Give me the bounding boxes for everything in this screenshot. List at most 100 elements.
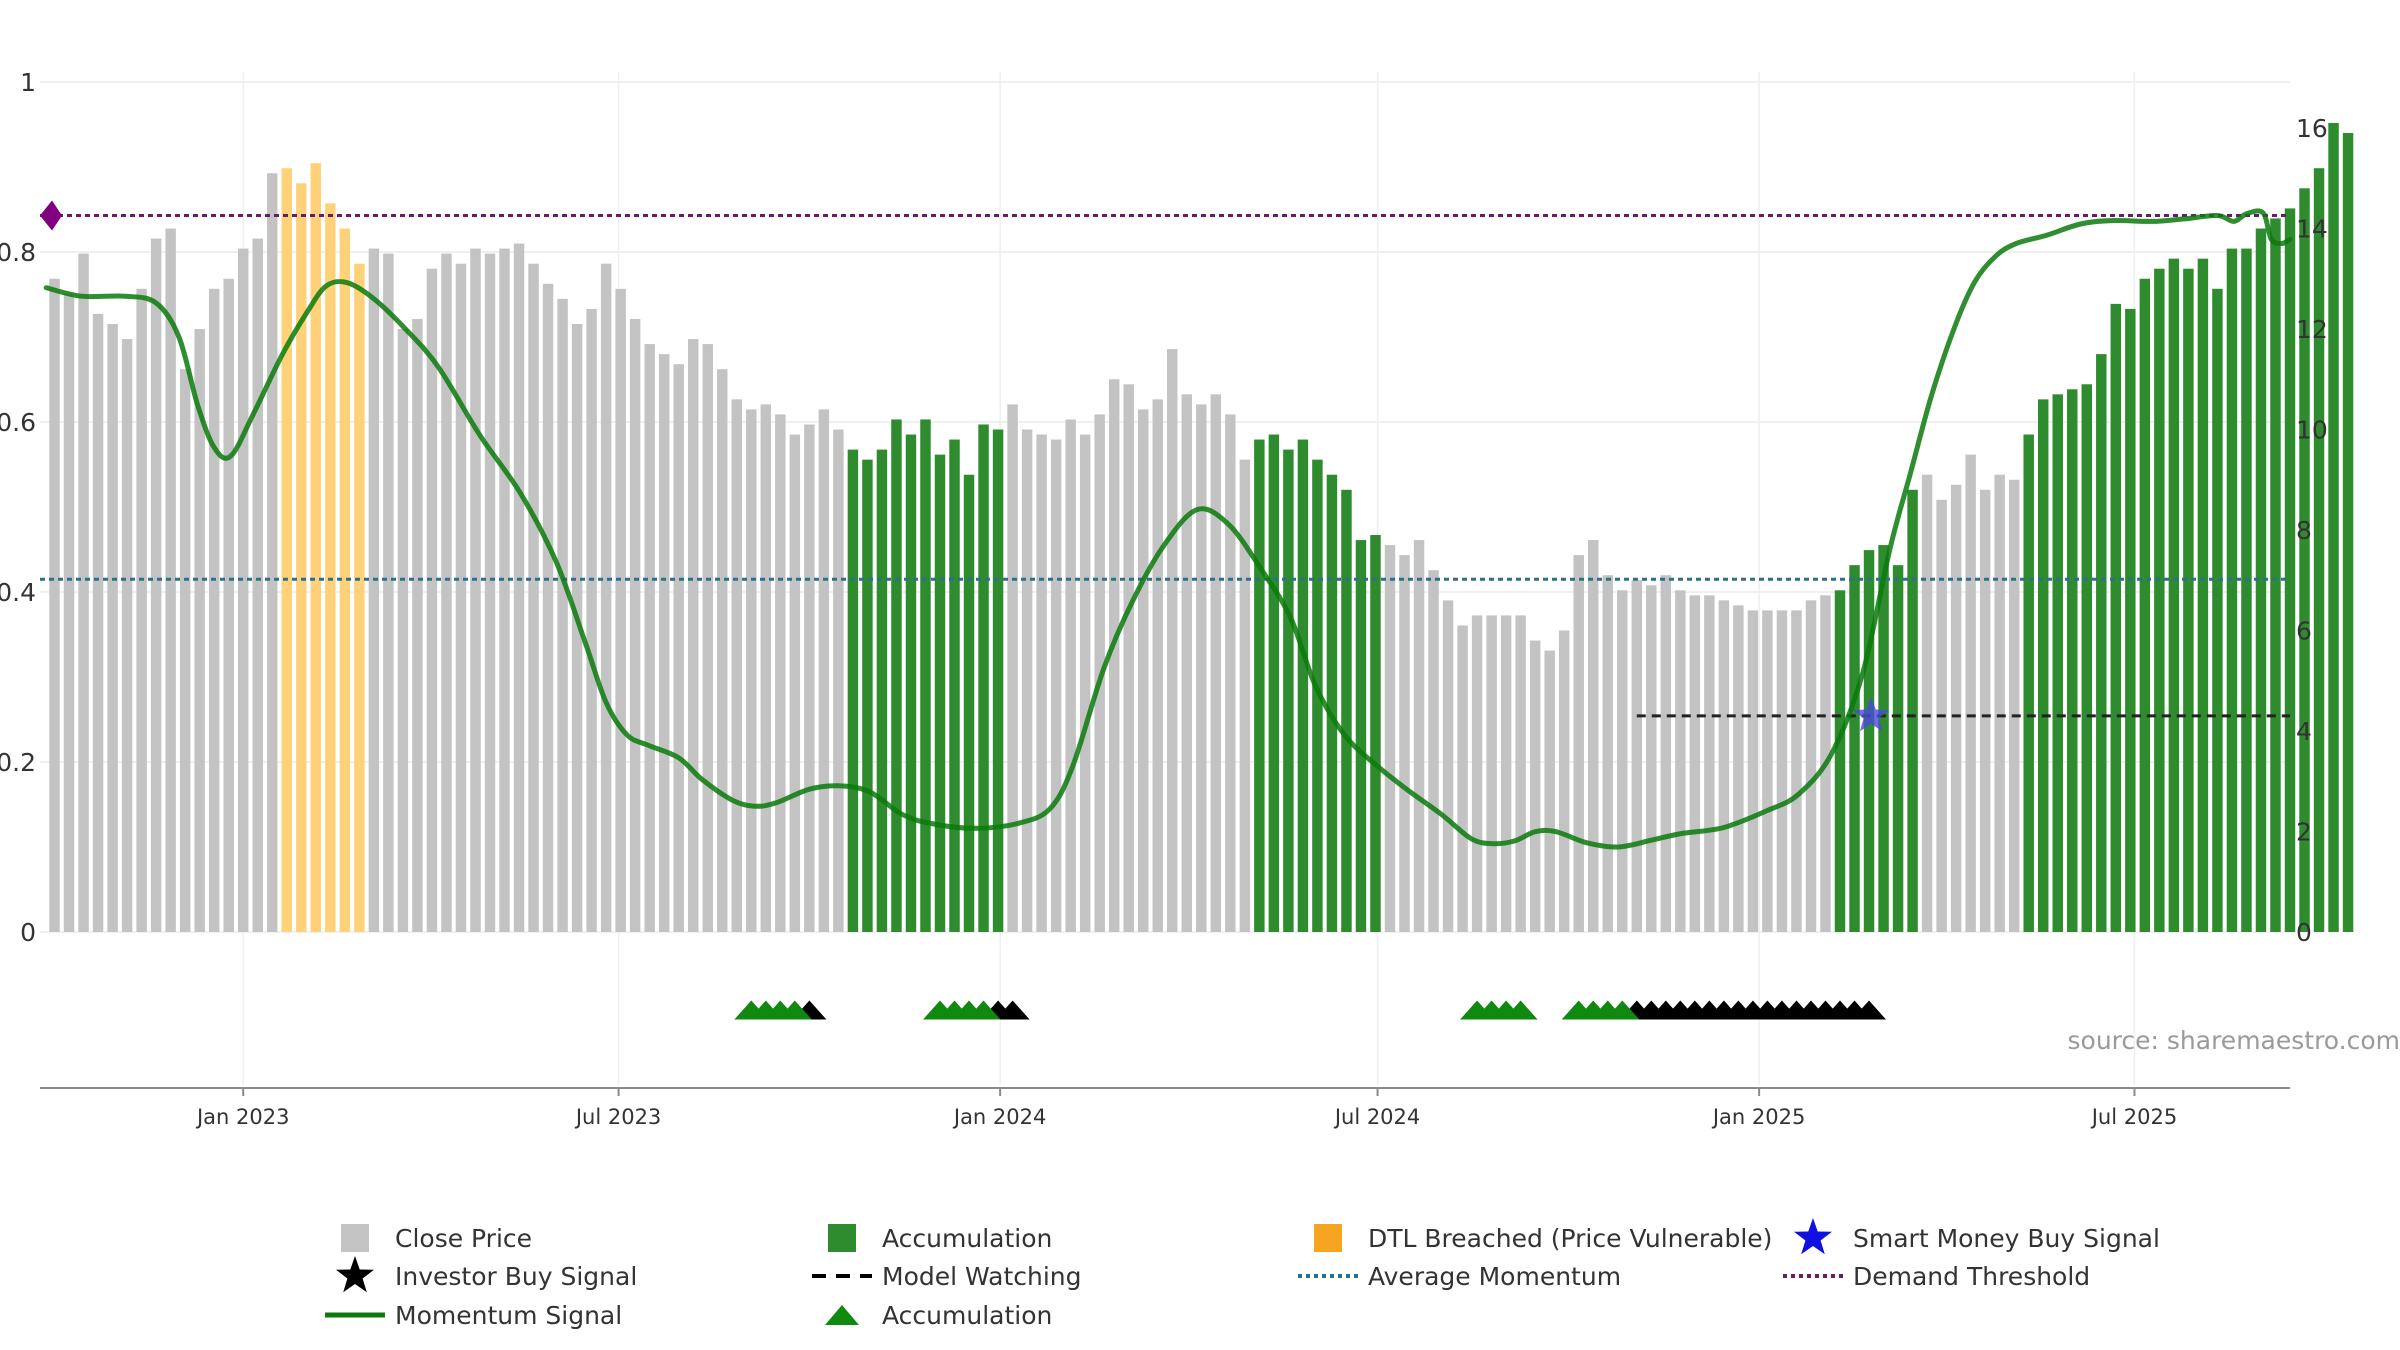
close-price-bar	[107, 323, 118, 933]
investor-buy-triangle	[995, 1000, 1030, 1020]
close-price-bar	[513, 243, 525, 932]
accumulation-bar	[1849, 565, 1860, 932]
dtl-bar	[296, 183, 307, 932]
y-right-tick-label: 10	[2296, 416, 2328, 445]
accumulation-bar	[2328, 122, 2339, 933]
legend-item: Smart Money Buy Signal	[1794, 1218, 2160, 1255]
legend-item: Average Momentum	[1298, 1262, 1621, 1291]
legend-item: Demand Threshold	[1783, 1262, 2090, 1291]
accumulation-bar	[1326, 474, 1338, 932]
close-price-bar	[1036, 434, 1047, 932]
close-price-bar	[1675, 590, 1686, 932]
close-price-bar	[383, 253, 394, 932]
close-price-bar	[1573, 555, 1584, 932]
x-tick-label: Jan 2025	[1711, 1105, 1806, 1129]
dtl-bar	[339, 228, 351, 932]
accumulation-bar	[1312, 459, 1323, 932]
accumulation-bar	[920, 419, 931, 932]
legend-label: DTL Breached (Price Vulnerable)	[1368, 1224, 1772, 1253]
accumulation-bar	[891, 419, 902, 932]
close-price-bar	[702, 344, 713, 932]
smart-money-star-icon	[1794, 1218, 1832, 1255]
legend-label: Close Price	[395, 1224, 532, 1253]
close-price-bar	[557, 298, 568, 933]
close-price-bar	[1529, 640, 1541, 932]
close-price-bar	[1921, 474, 1933, 932]
close-price-bar	[397, 329, 409, 932]
close-price-bar	[1079, 434, 1091, 932]
close-price-bar	[1138, 409, 1149, 932]
accumulation-bar	[1834, 590, 1846, 932]
close-price-bar	[78, 253, 89, 932]
close-price-bar	[1167, 349, 1178, 933]
close-price-bar	[1384, 545, 1396, 932]
dtl-bar	[325, 203, 336, 932]
close-price-bar	[1602, 575, 1613, 932]
close-price-bar	[92, 313, 104, 932]
close-price-bar	[1994, 474, 2005, 932]
close-price-bar	[1733, 605, 1744, 932]
close-price-bar	[121, 339, 133, 932]
close-price-bar	[688, 339, 699, 932]
close-price-bar	[252, 238, 263, 933]
close-price-bar	[412, 318, 423, 932]
x-tick-label: Jul 2023	[574, 1105, 661, 1129]
close-price-bar	[238, 248, 249, 933]
close-price-bar	[615, 288, 626, 932]
close-price-bar	[1631, 580, 1642, 932]
accumulation-bar	[2342, 133, 2354, 932]
close-price-bar	[731, 399, 742, 933]
accumulation-bar	[1254, 439, 1265, 932]
accumulation-triangle	[777, 1000, 812, 1020]
close-price-bar	[1588, 540, 1599, 932]
accumulation-bar	[963, 474, 975, 932]
close-price-bar	[441, 253, 452, 932]
close-price-bar	[1428, 570, 1439, 932]
accumulation-swatch	[828, 1224, 856, 1252]
momentum-signal-line	[43, 208, 2293, 850]
close-price-bar	[1747, 610, 1759, 932]
accumulation-bar	[2255, 228, 2267, 932]
accumulation-bar	[2023, 434, 2034, 932]
dtl-bar	[281, 168, 292, 932]
accumulation-bar	[2067, 389, 2078, 932]
legend-label: Accumulation	[882, 1301, 1052, 1330]
investor-buy-triangle	[1852, 1000, 1886, 1020]
accumulation-bar	[2154, 268, 2165, 932]
x-tick-label: Jan 2023	[195, 1105, 290, 1129]
accumulation-triangle-icon	[825, 1305, 859, 1325]
close-price-bar	[1776, 610, 1788, 932]
accumulation-bar	[949, 439, 960, 932]
close-price-bar	[600, 263, 612, 932]
x-tick-label: Jul 2024	[1333, 1105, 1420, 1129]
accumulation-bar	[2270, 218, 2281, 932]
close-price-bar	[673, 364, 684, 932]
accumulation-bar	[1878, 545, 1889, 932]
close-price-bar	[1413, 540, 1425, 932]
legend-item: Accumulation	[825, 1301, 1052, 1330]
accumulation-bar	[1268, 434, 1280, 932]
legend: Close Price Accumulation DTL Breached (Pri…	[325, 1218, 2160, 1330]
accumulation-bar	[1370, 535, 1381, 932]
y-right-tick-label: 8	[2296, 516, 2312, 545]
demand-threshold-marker	[40, 200, 62, 231]
legend-label: Average Momentum	[1368, 1262, 1621, 1291]
accumulation-bar	[1892, 565, 1904, 932]
dtl-swatch	[1314, 1224, 1342, 1252]
close-price-bar	[470, 248, 481, 933]
legend-item: Investor Buy Signal	[336, 1256, 637, 1293]
accumulation-bar	[847, 449, 859, 932]
legend-item: DTL Breached (Price Vulnerable)	[1314, 1224, 1772, 1253]
close-price-bar	[1021, 429, 1033, 932]
y-right-tick-label: 12	[2296, 315, 2328, 344]
accumulation-bar	[2096, 354, 2107, 932]
axes-layer: Jan 2023 Jul 2023 Jan 2024 Jul 2024 Jan 2025…	[0, 68, 2328, 1129]
legend-item: Close Price	[341, 1224, 532, 1253]
close-price-bar	[63, 293, 75, 932]
close-price-bar	[1979, 489, 1991, 932]
close-price-bar	[1704, 595, 1715, 932]
accumulation-bar	[2052, 394, 2063, 932]
close-price-bar	[542, 283, 554, 932]
close-price-bar	[208, 288, 220, 932]
close-price-bar	[2008, 479, 2020, 932]
